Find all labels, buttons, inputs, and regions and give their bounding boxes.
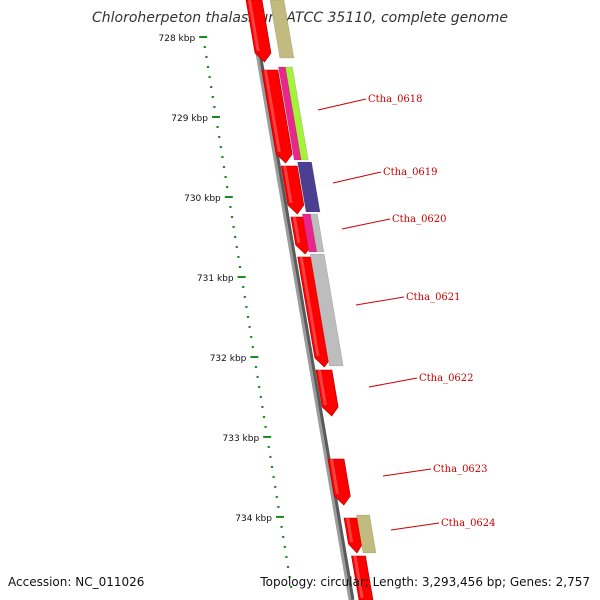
cds-arrow-ctha-0622-shine: [317, 370, 327, 405]
tick-label: 731 kbp: [197, 274, 234, 284]
tick-label: 730 kbp: [184, 194, 221, 204]
cds-arrow-ctha-0618-shine: [263, 70, 281, 152]
gene-leader-line: [355, 296, 405, 306]
tick-label: 729 kbp: [171, 114, 208, 124]
cds-arrow-upstream-shine: [248, 0, 260, 51]
gene-leader-line: [382, 468, 432, 477]
gene-features: [245, 0, 377, 600]
cds-arrow-ctha-0623-shine: [330, 459, 339, 494]
tick-label: 734 kbp: [235, 514, 272, 524]
gene-leader-line: [368, 377, 418, 388]
gene-leader-line: [332, 171, 382, 184]
cds-arrow-ctha-0620-shine: [292, 217, 301, 243]
gene-label[interactable]: Ctha_0620: [392, 214, 447, 225]
gray-band-0621: [309, 253, 344, 367]
gray-band-0620: [310, 213, 325, 253]
gene-label[interactable]: Ctha_0618: [368, 94, 423, 105]
gene-labels: Ctha_0618 Ctha_0619 Ctha_0620 Ctha_0621 Ctha…: [317, 94, 496, 531]
cds-arrow-upstream: [245, 0, 272, 63]
cds-arrow-downstream-shine: [353, 556, 364, 598]
indigo-band-0619: [297, 161, 321, 213]
olive-band-0624: [356, 514, 377, 554]
gene-label[interactable]: Ctha_0621: [406, 292, 461, 303]
genome-summary-text: Topology: circular; Length: 3,293,456 bp…: [260, 575, 590, 589]
tick-label: 733 kbp: [223, 434, 260, 444]
gene-leader-line: [317, 98, 367, 111]
gene-leader-line: [341, 218, 391, 230]
cds-arrow-ctha-0622: [315, 369, 339, 417]
gene-leader-line: [390, 522, 440, 531]
cds-arrow-ctha-0619-shine: [283, 166, 293, 203]
gene-label[interactable]: Ctha_0623: [433, 464, 488, 475]
lime-band-0618: [285, 66, 309, 161]
tick-label: 728 kbp: [159, 34, 196, 44]
tick-label: 732 kbp: [210, 354, 247, 364]
olive-band-upstream: [269, 0, 295, 59]
gene-label[interactable]: Ctha_0624: [441, 518, 496, 529]
backbone: [246, 0, 355, 600]
accession-text: Accession: NC_011026: [8, 575, 145, 589]
map-title: Chloroherpeton thalassium ATCC 35110, co…: [92, 10, 508, 26]
cds-arrow-downstream: [351, 555, 374, 600]
cds-arrow-ctha-0619: [280, 165, 305, 215]
scale-ticks: 728 kbp 729 kbp 730 kbp 731 kbp 732 kbp 733 k…: [159, 34, 293, 588]
cds-arrow-ctha-0623: [327, 458, 351, 506]
gene-label[interactable]: Ctha_0622: [419, 373, 474, 384]
cds-arrow-ctha-0624: [343, 517, 363, 554]
cds-arrow-ctha-0624-shine: [346, 518, 354, 542]
cds-arrow-ctha-0618: [261, 69, 293, 164]
gene-label[interactable]: Ctha_0619: [383, 167, 438, 178]
cds-arrow-ctha-0621-shine: [299, 257, 320, 356]
